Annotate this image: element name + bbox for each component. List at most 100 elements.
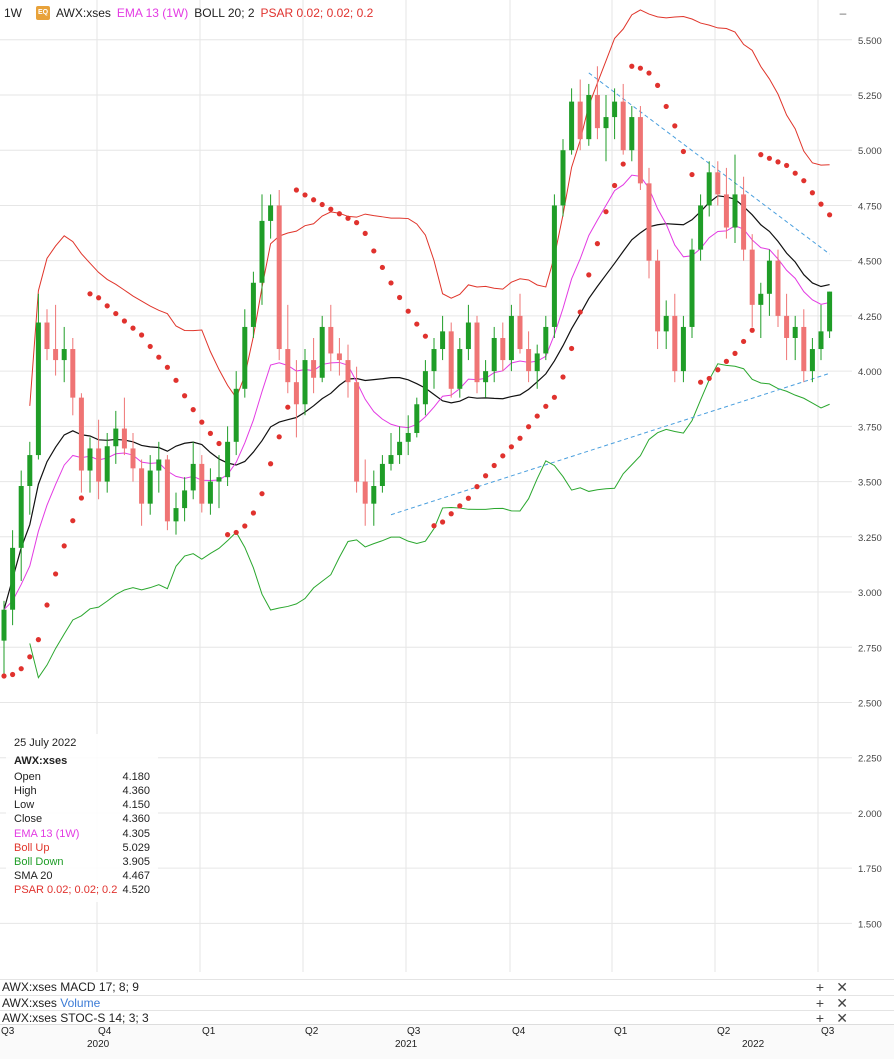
candle-body <box>336 353 342 361</box>
candle-body <box>87 448 93 471</box>
price-chart[interactable]: 5.500 5.250 5.000 4.750 4.500 4.250 4.000 3.750… <box>0 0 894 979</box>
candle-body <box>276 205 282 350</box>
candle-body <box>216 477 222 482</box>
psar-dot <box>801 178 807 184</box>
candle-body <box>637 117 643 184</box>
psar-dot <box>508 444 514 450</box>
y-tick-label: 4.000 <box>858 367 882 378</box>
candle-body <box>526 349 532 372</box>
info-value: 4.305 <box>122 827 150 840</box>
candle-body <box>345 360 351 383</box>
quarter-label: Q3 <box>407 1026 421 1037</box>
psar-dot <box>78 495 84 501</box>
candle-body <box>612 101 618 118</box>
psar-dot <box>35 637 42 643</box>
candle-body <box>354 382 360 482</box>
macd-panel-row[interactable]: AWX:xses MACD 17; 8; 9 + ✕ <box>0 979 894 995</box>
ema-legend[interactable]: EMA 13 (1W) <box>116 6 189 20</box>
info-row-low: Low 4.150 <box>14 798 150 812</box>
psar-dot <box>371 248 377 254</box>
macd-close-icon[interactable]: ✕ <box>836 979 848 995</box>
psar-dot <box>680 148 687 155</box>
candle-body <box>620 101 626 151</box>
collapse-button[interactable]: – <box>839 6 847 20</box>
psar-dot <box>534 413 540 419</box>
candle-body <box>233 388 239 442</box>
volume-expand-icon[interactable]: + <box>815 994 824 1011</box>
quarter-label: Q4 <box>98 1026 112 1037</box>
psar-dot <box>379 264 385 271</box>
candle-body <box>53 349 59 361</box>
y-tick-label: 3.500 <box>858 478 882 489</box>
bollinger-lower-line <box>29 363 830 679</box>
psar-dot <box>268 461 274 467</box>
stoch-close-icon[interactable]: ✕ <box>836 1010 848 1026</box>
volume-close-icon[interactable]: ✕ <box>836 994 848 1011</box>
candle-body <box>827 291 833 332</box>
candle-body <box>44 322 50 350</box>
info-value: 4.360 <box>122 813 150 826</box>
psar-dot <box>190 407 196 413</box>
psar-dot <box>543 403 549 409</box>
info-row-open: Open 4.180 <box>14 770 150 784</box>
psar-dot <box>1 673 7 679</box>
psar-dot <box>182 393 188 399</box>
symbol-label[interactable]: AWX:xses <box>56 6 111 20</box>
candle-body <box>663 315 669 332</box>
info-row-psar: PSAR 0.02; 0.02; 0.2 4.520 <box>14 883 150 897</box>
stoch-expand-icon[interactable]: + <box>815 1010 824 1026</box>
info-value: 4.520 <box>122 883 150 896</box>
timeframe-label[interactable]: 1W <box>4 6 22 20</box>
candle-body <box>749 249 755 305</box>
x-axis-background <box>0 1024 894 1059</box>
psar-dot <box>483 473 489 479</box>
volume-panel-row[interactable]: AWX:xses Volume + ✕ <box>0 994 894 1011</box>
info-label: EMA 13 (1W) <box>14 827 80 840</box>
psar-dot <box>646 70 652 76</box>
psar-dot <box>749 327 755 333</box>
candle-body <box>440 331 446 350</box>
candle-body <box>250 282 256 327</box>
psar-dot <box>569 345 575 352</box>
psar-dot <box>629 63 635 69</box>
candle-body <box>577 101 583 140</box>
candle-body <box>156 459 162 471</box>
candle-body <box>517 315 523 350</box>
candle-body <box>225 441 231 478</box>
candle-body <box>293 382 299 405</box>
psar-dot <box>732 350 738 356</box>
psar-dot <box>500 453 506 459</box>
candle-body <box>431 349 437 372</box>
info-label: Close <box>14 813 43 826</box>
y-tick-label: 3.000 <box>858 588 882 599</box>
psar-legend[interactable]: PSAR 0.02; 0.02; 0.2 <box>260 6 374 20</box>
psar-dot <box>491 462 497 469</box>
psar-dot <box>53 571 59 577</box>
psar-dot <box>620 161 626 167</box>
psar-dot <box>216 440 222 447</box>
candle-body <box>311 360 317 378</box>
psar-dot <box>560 374 566 380</box>
candle-body <box>655 260 661 332</box>
psar-dot <box>612 182 618 189</box>
candle-body <box>723 194 729 228</box>
candle-body <box>560 150 566 206</box>
x-axis[interactable]: Q3 Q4 Q1 Q2 Q3 Q4 Q1 Q2 Q3 2020 2021 202… <box>0 1025 894 1058</box>
psar-dot <box>698 379 704 385</box>
psar-dot <box>96 295 102 301</box>
psar-dot <box>397 294 403 301</box>
macd-expand-icon[interactable]: + <box>815 979 824 995</box>
psar-dot <box>104 303 110 309</box>
stoch-panel-row[interactable]: AWX:xses STOC-S 14; 3; 3 + ✕ <box>0 1010 894 1026</box>
candle-body <box>164 459 170 522</box>
psar-dot <box>293 187 299 193</box>
y-tick-label: 2.250 <box>858 754 882 765</box>
boll-legend[interactable]: BOLL 20; 2 <box>194 6 255 20</box>
y-tick-label: 2.750 <box>858 643 882 654</box>
psar-dot <box>414 321 420 327</box>
psar-dot <box>336 211 342 217</box>
quarter-label: Q2 <box>305 1026 319 1037</box>
volume-label: Volume <box>60 995 101 1010</box>
ohlc-info-box: 25 July 2022 AWX:xses Open 4.180 High 4.36… <box>6 734 158 902</box>
psar-dot <box>474 484 480 490</box>
